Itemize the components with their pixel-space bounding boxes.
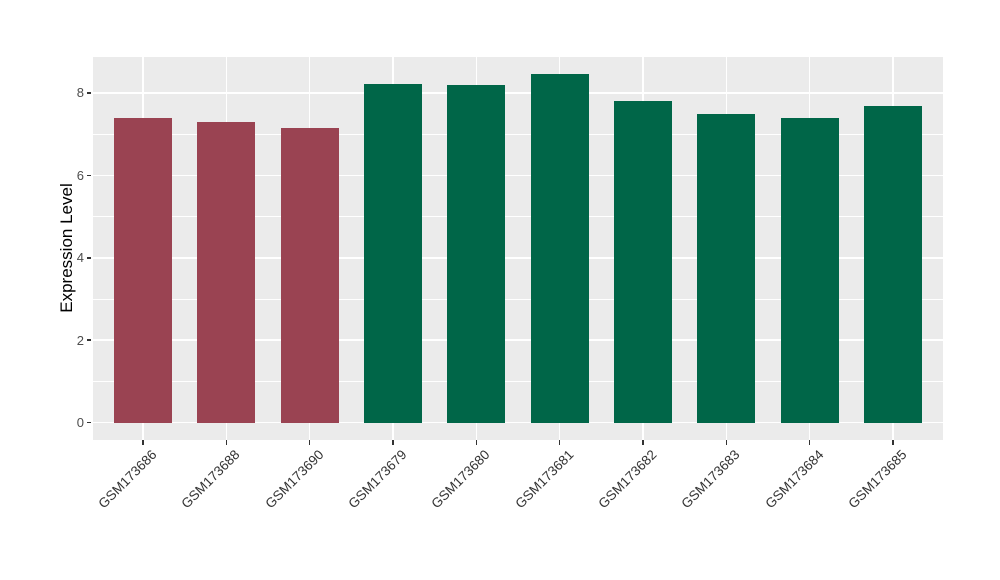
y-tick-mark	[86, 257, 91, 259]
major-gridline	[93, 257, 943, 259]
x-tick-mark	[558, 440, 561, 445]
major-gridline	[93, 421, 943, 424]
y-tick-mark	[86, 339, 91, 341]
bar-GSM173682	[613, 101, 673, 423]
bar-GSM173690	[280, 127, 339, 423]
minor-gridline	[93, 381, 943, 382]
x-tick-mark	[142, 440, 144, 445]
x-tick-mark	[475, 440, 478, 445]
bar-GSM173688	[197, 121, 256, 423]
x-tick-mark	[225, 440, 228, 445]
y-axis-label: Expression Level	[57, 183, 76, 313]
y-tick-label: 6	[76, 167, 84, 183]
x-tick-mark	[642, 440, 644, 445]
bar-GSM173681	[530, 73, 589, 423]
x-tick-mark	[725, 440, 728, 445]
y-tick-label: 8	[76, 85, 84, 101]
bar-GSM173679	[363, 83, 423, 423]
y-tick-label: 4	[76, 250, 84, 266]
y-tick-label: 2	[76, 332, 84, 348]
y-tick-label: 0	[76, 415, 84, 431]
x-tick-mark	[808, 440, 811, 445]
bar-GSM173684	[780, 117, 839, 423]
major-gridline	[93, 174, 943, 177]
minor-gridline	[93, 216, 943, 217]
bar-GSM173680	[447, 84, 506, 423]
y-tick-mark	[86, 174, 91, 177]
y-tick-mark	[86, 421, 91, 424]
major-gridline	[93, 92, 943, 94]
x-tick-mark	[392, 440, 394, 445]
major-gridline	[93, 339, 943, 341]
bar-GSM173683	[697, 114, 756, 423]
bar-GSM173686	[113, 117, 173, 423]
y-tick-mark	[86, 92, 91, 94]
x-tick-mark	[892, 440, 894, 445]
minor-gridline	[93, 298, 943, 300]
x-tick-mark	[308, 440, 311, 445]
minor-gridline	[93, 133, 943, 135]
bar-GSM173685	[863, 106, 923, 423]
